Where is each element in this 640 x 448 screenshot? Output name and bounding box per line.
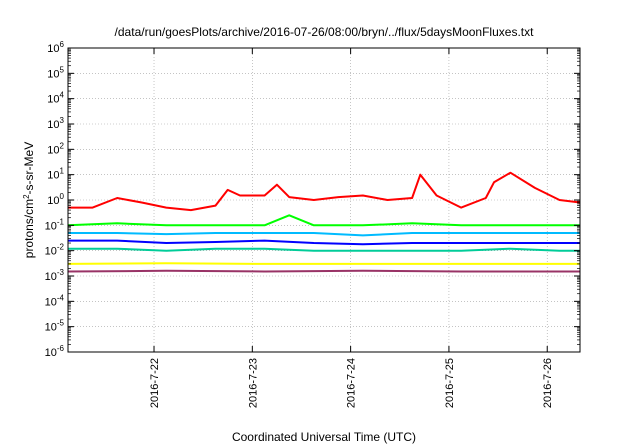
y-tick-label: 10-3	[45, 268, 65, 283]
y-tick-base: 10	[47, 68, 59, 80]
series-line-1	[67, 214, 580, 227]
y-axis-title: protons/cm2-s-sr-MeV	[22, 142, 36, 258]
y-tick-label: 101	[47, 167, 64, 182]
series-group	[67, 171, 581, 273]
chart-title: /data/run/goesPlots/archive/2016-07-26/0…	[115, 25, 535, 39]
y-tick-label: 10-4	[45, 293, 65, 308]
x-tick-label: 2016-7-26	[542, 358, 554, 408]
y-tick-base: 10	[47, 119, 59, 131]
x-axis: 2016-7-22 2016-7-23 2016-7-24 2016-7-25 2016…	[149, 48, 554, 408]
y-tick-base: 10	[45, 271, 57, 283]
y-tick-base: 10	[47, 144, 59, 156]
y-tick-label: 10-1	[45, 217, 65, 232]
y-tick-exponent: -2	[57, 243, 65, 252]
y-tick-exponent: 3	[60, 116, 65, 125]
y-tick-exponent: -6	[57, 344, 65, 353]
y-tick-base: 10	[45, 347, 57, 359]
y-tick-exponent: 4	[60, 91, 65, 100]
y-tick-base: 10	[47, 94, 59, 106]
y-tick-label: 100	[47, 192, 64, 207]
y-tick-exponent: 2	[60, 141, 65, 150]
y-tick-exponent: 1	[60, 167, 65, 176]
y-tick-label: 10-6	[45, 344, 65, 359]
x-axis-title: Coordinated Universal Time (UTC)	[232, 430, 416, 444]
y-tick-base: 10	[45, 246, 57, 258]
y-tick-exponent: 5	[60, 65, 65, 74]
x-tick-label: 2016-7-25	[444, 358, 456, 408]
y-tick-exponent: -4	[57, 293, 65, 302]
y-tick-label: 104	[47, 91, 64, 106]
y-tick-label: 103	[47, 116, 64, 131]
y-tick-exponent: 6	[60, 40, 65, 49]
y-tick-base: 10	[47, 170, 59, 182]
y-axis-title-part2: -s-sr-MeV	[22, 142, 36, 195]
y-axis-title-sup: 2	[22, 194, 31, 199]
series-line-2	[68, 232, 580, 237]
y-tick-base: 10	[47, 195, 59, 207]
y-tick-label: 106	[47, 40, 64, 55]
y-tick-label: 10-5	[45, 319, 65, 334]
x-tick-label: 2016-7-24	[346, 358, 358, 408]
y-tick-label: 10-2	[45, 243, 65, 258]
y-axis-title-part1: protons/cm	[22, 199, 36, 258]
y-tick-label: 102	[47, 141, 64, 156]
y-tick-base: 10	[47, 43, 59, 55]
y-axis: 10-610-510-410-310-210-11001011021031041…	[45, 40, 580, 359]
y-tick-exponent: -1	[57, 217, 65, 226]
series-line-3	[68, 239, 580, 246]
x-tick-label: 2016-7-23	[247, 358, 259, 408]
series-line-6	[67, 269, 580, 273]
series-line-4	[68, 247, 580, 252]
y-tick-label: 105	[47, 65, 64, 80]
series-line-0	[68, 171, 581, 212]
y-tick-exponent: 0	[60, 192, 65, 201]
x-tick-label: 2016-7-22	[149, 358, 161, 408]
y-tick-base: 10	[45, 220, 57, 232]
series-line-5	[67, 262, 580, 265]
y-tick-base: 10	[45, 296, 57, 308]
y-tick-exponent: -3	[57, 268, 65, 277]
y-tick-base: 10	[45, 322, 57, 334]
y-tick-exponent: -5	[57, 319, 65, 328]
